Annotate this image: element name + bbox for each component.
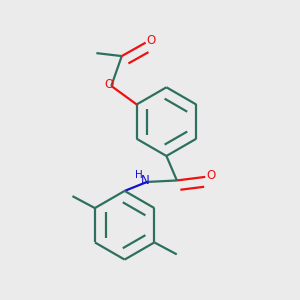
Text: O: O [104, 78, 113, 91]
Text: O: O [146, 34, 156, 47]
Text: N: N [141, 174, 150, 187]
Text: O: O [206, 169, 215, 182]
Text: H: H [135, 170, 142, 180]
